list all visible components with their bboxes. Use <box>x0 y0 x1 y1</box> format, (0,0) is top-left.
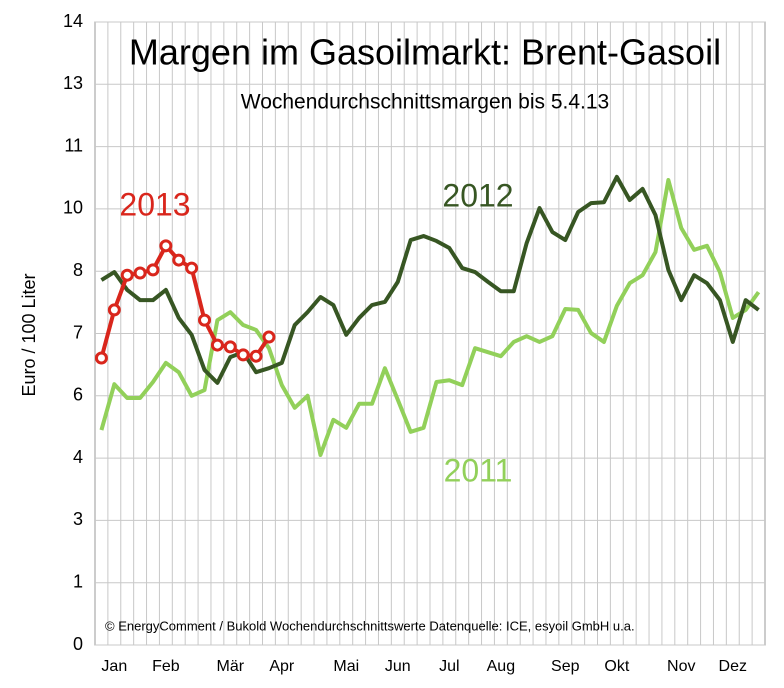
series-point <box>210 338 224 352</box>
y-tick-label: 4 <box>73 447 83 467</box>
series-point <box>133 266 147 280</box>
series-label: 2012 <box>442 177 513 213</box>
x-tick-label: Aug <box>487 658 515 675</box>
series-label: 2013 <box>119 186 190 222</box>
series-line <box>99 177 761 457</box>
series-point <box>172 253 186 267</box>
y-tick-label: 3 <box>73 509 83 529</box>
y-tick-label: 8 <box>73 260 83 280</box>
y-tick-label: 1 <box>73 571 83 591</box>
x-tick-label: Mär <box>217 658 245 675</box>
x-tick-label: Feb <box>152 658 180 675</box>
chart-title: Margen im Gasoilmarkt: Brent-Gasoil <box>129 32 721 73</box>
series-point <box>262 330 276 344</box>
chart-subtitle: Wochendurchschnittsmargen bis 5.4.13 <box>241 91 609 114</box>
marks <box>94 174 761 457</box>
y-tick-label: 6 <box>73 385 83 405</box>
y-tick-label: 7 <box>73 322 83 342</box>
x-tick-label: Jan <box>101 658 127 675</box>
x-tick-label: Dez <box>719 658 747 675</box>
series-line <box>100 174 760 385</box>
y-tick-label: 10 <box>63 198 83 218</box>
series-point <box>107 303 121 317</box>
x-tick-label: Apr <box>269 658 295 675</box>
y-tick-label: 0 <box>73 634 83 654</box>
series-point <box>120 268 134 282</box>
series-label: 2011 <box>444 452 513 488</box>
x-tick-label: Okt <box>604 658 629 675</box>
x-tick-label: Jun <box>385 658 411 675</box>
x-tick-label: Jul <box>439 658 459 675</box>
series-point <box>223 340 237 354</box>
series-point <box>198 313 212 327</box>
y-tick-label: 13 <box>63 73 83 93</box>
series-point <box>236 348 250 362</box>
x-tick-label: Sep <box>551 658 580 675</box>
series-point <box>159 239 173 253</box>
series-point <box>185 261 199 275</box>
series-point <box>249 349 263 363</box>
series-point <box>94 351 108 365</box>
x-tick-label: Mai <box>333 658 359 675</box>
y-axis-label: Euro / 100 Liter <box>19 273 39 396</box>
series-point <box>146 263 160 277</box>
source-note: © EnergyComment / Bukold Wochendurchschn… <box>105 618 635 633</box>
x-tick-label: Nov <box>667 658 695 675</box>
y-tick-label: 14 <box>63 11 83 31</box>
y-tick-label: 11 <box>64 135 83 155</box>
grid <box>95 21 765 646</box>
